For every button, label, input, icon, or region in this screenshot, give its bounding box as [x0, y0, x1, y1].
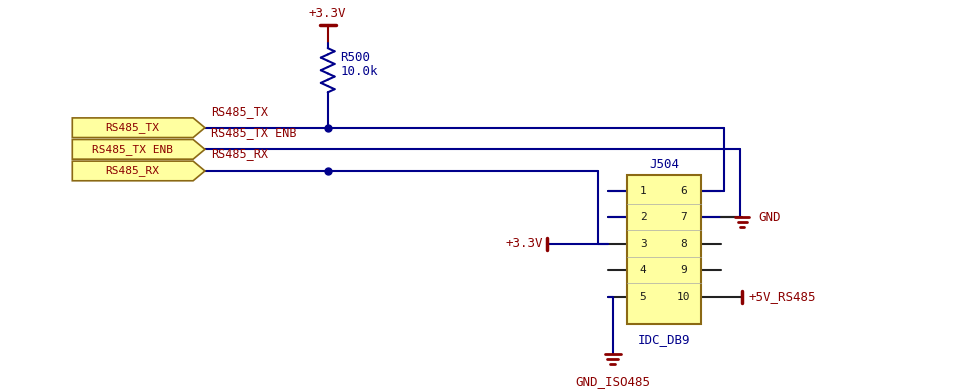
Text: +5V_RS485: +5V_RS485	[749, 290, 816, 303]
Text: 6: 6	[680, 186, 687, 196]
Text: GND: GND	[758, 211, 780, 223]
Text: 5: 5	[640, 292, 647, 302]
Text: 4: 4	[640, 265, 647, 275]
Text: RS485_TX: RS485_TX	[106, 122, 160, 133]
Text: 7: 7	[680, 212, 687, 222]
Text: +3.3V: +3.3V	[505, 237, 543, 250]
Text: 1: 1	[640, 186, 647, 196]
Text: 9: 9	[680, 265, 687, 275]
Text: +3.3V: +3.3V	[309, 7, 347, 20]
Text: R500: R500	[340, 51, 371, 64]
Text: 2: 2	[640, 212, 647, 222]
Text: RS485_RX: RS485_RX	[210, 147, 268, 160]
Text: 10: 10	[677, 292, 690, 302]
Text: IDC_DB9: IDC_DB9	[638, 333, 690, 346]
Polygon shape	[72, 140, 205, 159]
Text: J504: J504	[650, 158, 679, 171]
Text: 8: 8	[680, 239, 687, 249]
Text: 10.0k: 10.0k	[340, 65, 378, 78]
Text: RS485_TX ENB: RS485_TX ENB	[210, 126, 296, 140]
Text: RS485_RX: RS485_RX	[106, 165, 160, 176]
Text: GND_ISO485: GND_ISO485	[575, 375, 651, 388]
Text: RS485_TX ENB: RS485_TX ENB	[92, 144, 173, 155]
Bar	[628, 175, 702, 324]
Polygon shape	[72, 161, 205, 181]
Text: 3: 3	[640, 239, 647, 249]
Text: RS485_TX: RS485_TX	[210, 105, 268, 118]
Polygon shape	[72, 118, 205, 138]
